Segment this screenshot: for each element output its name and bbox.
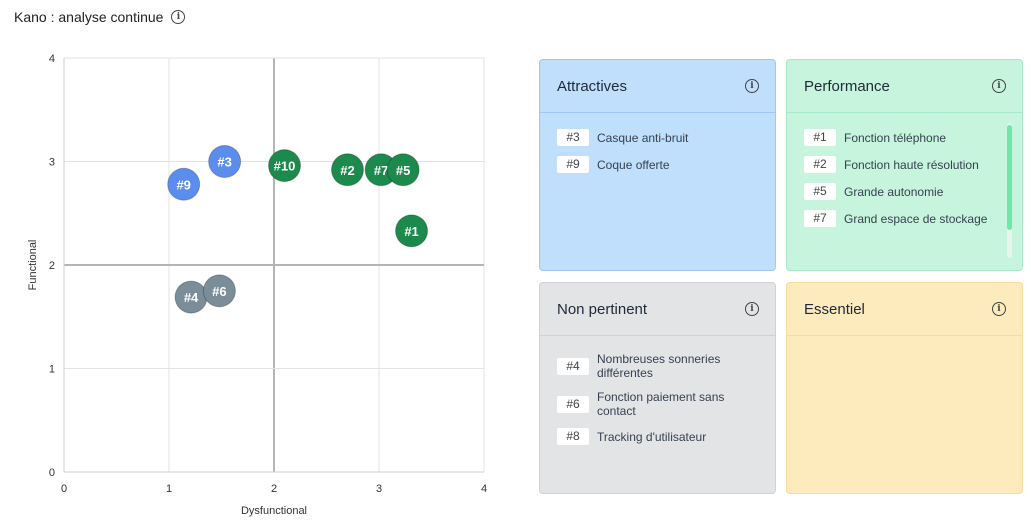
data-point-bubble[interactable]: #4 <box>174 280 208 314</box>
card-header: Performance i <box>787 60 1022 113</box>
item-label: Fonction haute résolution <box>844 157 979 172</box>
list-item[interactable]: #1 Fonction téléphone <box>804 129 1005 146</box>
list-item[interactable]: #2 Fonction haute résolution <box>804 156 1005 173</box>
y-axis-label: Functional <box>27 240 39 291</box>
svg-text:#3: #3 <box>217 155 231 170</box>
item-id-badge: #4 <box>557 357 589 375</box>
page-title-text: Kano : analyse continue <box>14 9 164 25</box>
card-list <box>787 336 1022 352</box>
scrollbar[interactable] <box>1007 123 1012 258</box>
list-item[interactable]: #5 Grande autonomie <box>804 183 1005 200</box>
x-tick-label: 4 <box>481 483 487 495</box>
card-header: Attractives i <box>540 60 775 113</box>
data-point-bubble[interactable]: #10 <box>268 149 301 183</box>
card-list: #4 Nombreuses sonneries différentes #6 Fonc… <box>540 336 775 445</box>
svg-text:#10: #10 <box>274 159 296 174</box>
y-tick-label: 0 <box>49 467 55 479</box>
x-tick-label: 1 <box>166 483 172 495</box>
card-performance: Performance i #1 Fonction téléphone #2 Fonc… <box>786 59 1023 271</box>
info-icon[interactable]: i <box>992 302 1006 316</box>
list-item[interactable]: #6 Fonction paiement sans contact <box>557 390 758 418</box>
info-icon[interactable]: i <box>992 79 1006 93</box>
card-title: Performance <box>804 77 890 95</box>
svg-text:#7: #7 <box>374 163 388 178</box>
item-id-badge: #9 <box>557 156 589 173</box>
item-label: Coque offerte <box>597 157 670 172</box>
svg-text:#6: #6 <box>212 284 226 299</box>
card-title: Non pertinent <box>557 300 648 318</box>
card-attractives: Attractives i #3 Casque anti-bruit #9 Coque… <box>539 59 776 271</box>
item-id-badge: #6 <box>557 395 589 413</box>
card-essentiel: Essentiel i <box>786 282 1023 494</box>
card-list: #1 Fonction téléphone #2 Fonction haute rés… <box>787 113 1022 258</box>
card-list: #3 Casque anti-bruit #9 Coque offerte <box>540 113 775 173</box>
item-label: Fonction paiement sans contact <box>597 390 725 418</box>
item-id-badge: #2 <box>804 156 836 173</box>
item-label: Grande autonomie <box>844 184 944 199</box>
card-header: Non pertinent i <box>540 283 775 336</box>
page-title: Kano : analyse continue i <box>14 9 186 25</box>
card-title: Attractives <box>557 77 628 95</box>
scrollbar-thumb[interactable] <box>1007 125 1012 230</box>
info-icon[interactable]: i <box>745 302 759 316</box>
card-non-pertinent: Non pertinent i #4 Nombreuses sonneries d… <box>539 282 776 494</box>
x-tick-label: 0 <box>61 483 67 495</box>
item-label: Grand espace de stockage <box>844 211 988 226</box>
info-icon[interactable]: i <box>745 79 759 93</box>
item-id-badge: #7 <box>804 210 836 227</box>
list-item[interactable]: #3 Casque anti-bruit <box>557 129 758 146</box>
svg-text:#1: #1 <box>404 224 418 239</box>
item-id-badge: #3 <box>557 129 589 146</box>
svg-text:#2: #2 <box>340 163 354 178</box>
data-point-bubble[interactable]: #5 <box>386 153 420 187</box>
x-axis-label: Dysfunctional <box>241 505 307 517</box>
item-id-badge: #5 <box>804 183 836 200</box>
x-tick-label: 2 <box>271 483 277 495</box>
svg-text:#9: #9 <box>176 177 190 192</box>
y-tick-label: 2 <box>49 260 55 272</box>
data-point-bubble[interactable]: #9 <box>167 167 201 201</box>
data-point-bubble[interactable]: #1 <box>395 214 429 248</box>
card-header: Essentiel i <box>787 283 1022 336</box>
svg-text:#4: #4 <box>184 290 199 305</box>
list-item[interactable]: #4 Nombreuses sonneries différentes <box>557 352 758 380</box>
card-title: Essentiel <box>804 300 865 318</box>
data-point-bubble[interactable]: #3 <box>208 145 242 178</box>
kano-scatter-chart: 0 1 2 3 4 0 1 2 3 4 Dysfunctional Functional #9 #3 #10… <box>0 40 520 527</box>
svg-text:#5: #5 <box>396 163 410 178</box>
item-label: Tracking d'utilisateur <box>597 429 707 444</box>
data-point-bubble[interactable]: #2 <box>331 153 364 187</box>
list-item[interactable]: #9 Coque offerte <box>557 156 758 173</box>
item-id-badge: #8 <box>557 428 589 445</box>
info-icon[interactable]: i <box>171 10 186 24</box>
y-tick-label: 4 <box>49 53 55 65</box>
y-tick-label: 1 <box>49 364 55 376</box>
data-point-bubble[interactable]: #6 <box>202 274 236 308</box>
item-label: Fonction téléphone <box>844 130 947 145</box>
chart-svg: 0 1 2 3 4 0 1 2 3 4 Dysfunctional Functional #9 #3 #10… <box>27 53 487 517</box>
item-label: Nombreuses sonneries différentes <box>597 352 721 380</box>
y-tick-label: 3 <box>49 157 55 169</box>
item-label: Casque anti-bruit <box>597 130 689 145</box>
item-id-badge: #1 <box>804 129 836 146</box>
x-tick-label: 3 <box>376 483 382 495</box>
list-item[interactable]: #8 Tracking d'utilisateur <box>557 428 758 445</box>
list-item[interactable]: #7 Grand espace de stockage <box>804 210 1005 227</box>
